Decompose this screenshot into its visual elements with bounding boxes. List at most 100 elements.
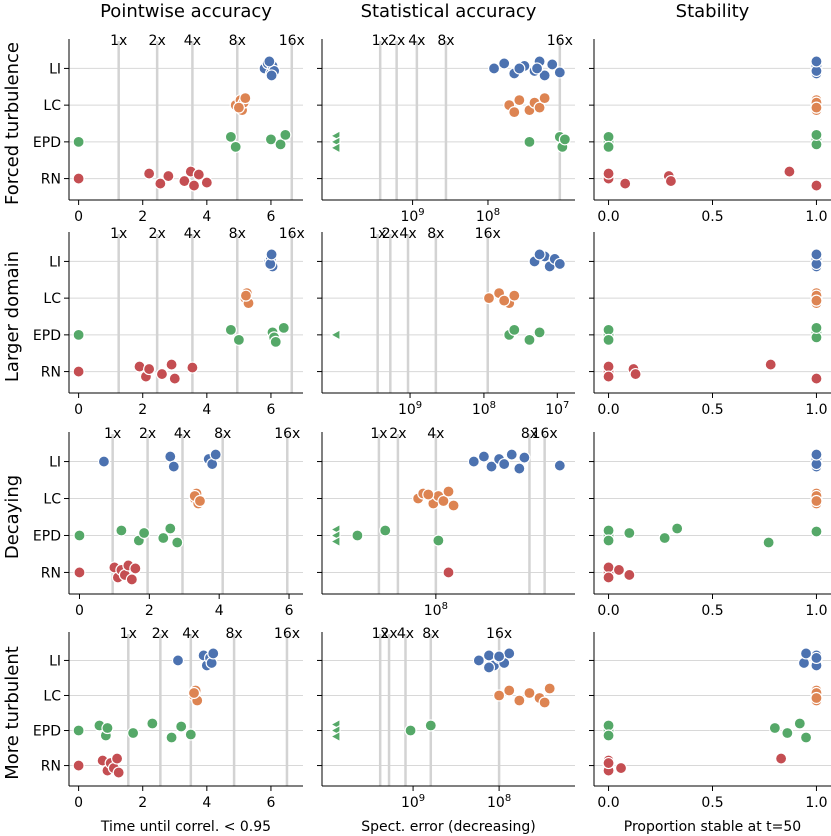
data-point-rn bbox=[125, 573, 138, 586]
data-point-epd bbox=[137, 526, 151, 540]
category-label: RN bbox=[41, 365, 61, 381]
data-point-lc bbox=[508, 289, 521, 302]
data-point-rn bbox=[72, 759, 85, 772]
data-point-rn bbox=[602, 167, 615, 180]
row-label: More turbulent bbox=[2, 646, 23, 780]
data-point-epd bbox=[171, 536, 184, 549]
data-point-epd bbox=[351, 529, 364, 542]
x-tick-label: 0.0 bbox=[597, 795, 619, 811]
data-point-epd bbox=[115, 524, 128, 537]
category-label: LI bbox=[49, 653, 61, 669]
data-point-epd bbox=[781, 726, 794, 740]
data-point-li bbox=[171, 654, 185, 667]
category-label: LC bbox=[43, 291, 61, 307]
offscale-marker bbox=[329, 328, 341, 341]
data-point-lc bbox=[482, 292, 496, 305]
data-point-li bbox=[498, 57, 511, 70]
x-tick-label: 0.0 bbox=[597, 603, 619, 619]
category-label: RN bbox=[41, 565, 61, 581]
x-tick-label: 4 bbox=[202, 402, 211, 418]
data-point-rn bbox=[614, 761, 628, 775]
multiple-label: 8x bbox=[437, 33, 454, 49]
category-label: LI bbox=[49, 455, 61, 471]
data-point-li bbox=[553, 459, 566, 472]
data-point-rn bbox=[442, 566, 455, 579]
multiple-label: 1x bbox=[104, 426, 121, 442]
column-title: Stability bbox=[676, 1, 750, 22]
data-point-rn bbox=[629, 367, 642, 381]
x-tick-label: 4 bbox=[202, 209, 211, 225]
multiple-label: 2x bbox=[152, 626, 169, 642]
subplot-3-2: 0.0 0.5 1.0 bbox=[589, 632, 831, 811]
data-point-epd bbox=[404, 724, 417, 737]
x-tick-label: 109 bbox=[401, 793, 425, 811]
multiple-label: 8x bbox=[229, 33, 246, 49]
data-point-rn bbox=[155, 367, 169, 381]
multiple-label: 1x bbox=[370, 426, 387, 442]
data-point-rn bbox=[143, 167, 156, 180]
data-point-li bbox=[265, 248, 278, 261]
multiple-label: 16x bbox=[532, 426, 558, 442]
data-point-rn bbox=[165, 358, 178, 371]
data-point-epd bbox=[793, 717, 806, 730]
data-point-li bbox=[533, 248, 546, 261]
category-label: RN bbox=[41, 759, 61, 775]
x-tick-label: 0 bbox=[75, 603, 84, 619]
row-label: Decaying bbox=[2, 475, 23, 559]
subplot-1-0: 1x 2x 4x 8x 16x LI LC EPD RN 0 2 4 6 bbox=[33, 226, 305, 418]
multiple-label: 4x bbox=[399, 226, 416, 242]
category-label: LI bbox=[49, 61, 61, 77]
multiple-label: 4x bbox=[184, 226, 201, 242]
data-point-rn bbox=[612, 563, 626, 577]
x-tick-label: 2 bbox=[145, 603, 154, 619]
data-point-li bbox=[553, 66, 566, 79]
subplot-2-2: 0.0 0.5 1.0 bbox=[589, 432, 831, 619]
data-point-li bbox=[482, 661, 496, 674]
x-tick-label: 6 bbox=[266, 209, 275, 225]
data-point-li bbox=[810, 248, 823, 261]
row-label: Larger domain bbox=[2, 251, 23, 382]
data-point-epd bbox=[274, 138, 287, 151]
data-point-li bbox=[538, 69, 551, 82]
subplot-2-0: 1x 2x 4x 8x 16x LI LC EPD RN 0 2 4 6 bbox=[33, 426, 303, 619]
multiple-label: 4x bbox=[427, 426, 444, 442]
data-point-lc bbox=[493, 689, 506, 702]
data-point-epd bbox=[127, 726, 140, 740]
data-point-lc bbox=[513, 694, 526, 707]
data-point-rn bbox=[602, 571, 615, 584]
multiple-label: 8x bbox=[521, 426, 538, 442]
data-point-li bbox=[546, 58, 559, 71]
data-point-epd bbox=[146, 717, 159, 730]
data-point-lc bbox=[442, 485, 455, 498]
data-point-rn bbox=[72, 365, 85, 378]
data-point-lc bbox=[533, 101, 546, 114]
data-point-rn bbox=[810, 372, 823, 385]
x-tick-label: 1.0 bbox=[805, 603, 827, 619]
multiple-label: 2x bbox=[149, 226, 166, 242]
data-point-epd bbox=[164, 522, 177, 535]
data-point-epd bbox=[72, 328, 85, 341]
data-point-epd bbox=[523, 135, 536, 148]
data-point-li bbox=[513, 462, 526, 475]
x-tick-label: 6 bbox=[266, 795, 275, 811]
multiple-label: 8x bbox=[422, 626, 439, 642]
data-point-li bbox=[482, 649, 496, 662]
x-tick-label: 2 bbox=[138, 402, 147, 418]
column-title: Statistical accuracy bbox=[361, 1, 537, 22]
x-tick-label: 1.0 bbox=[805, 795, 827, 811]
x-tick-label: 1.0 bbox=[805, 209, 827, 225]
data-point-li bbox=[485, 460, 498, 473]
x-tick-label: 4 bbox=[215, 603, 224, 619]
data-point-rn bbox=[192, 168, 205, 181]
data-point-lc bbox=[810, 494, 823, 508]
x-axis-label: Proportion stable at t=50 bbox=[624, 819, 801, 835]
multiple-label: 16x bbox=[547, 33, 573, 49]
data-point-lc bbox=[513, 94, 526, 107]
data-point-epd bbox=[165, 731, 178, 744]
offscale-marker bbox=[329, 535, 341, 548]
data-point-li bbox=[530, 62, 544, 75]
data-point-epd bbox=[602, 719, 615, 732]
data-point-li bbox=[498, 457, 511, 471]
data-point-rn bbox=[602, 561, 615, 574]
